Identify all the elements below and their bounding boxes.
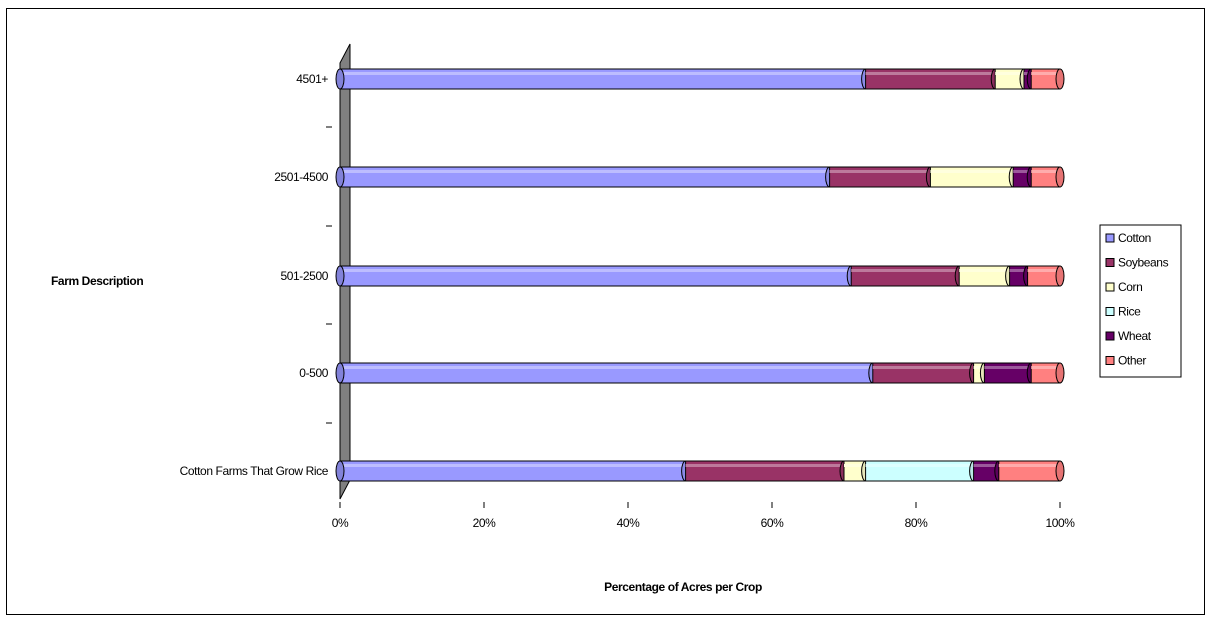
legend: Cotton Soybeans Corn Rice Wheat Other xyxy=(1099,224,1182,378)
x-tick-label: 40% xyxy=(617,516,641,530)
category-label: 4501+ xyxy=(296,72,328,86)
x-tick-labels: 0% 20% 40% 60% 80% 100% xyxy=(332,502,1076,530)
bar-cap-4 xyxy=(335,68,345,90)
category-label: 0-500 xyxy=(299,366,328,380)
legend-label-rice: Rice xyxy=(1118,305,1141,319)
category-labels: Cotton Farms That Grow Rice 0-500 501-2500… xyxy=(180,72,329,478)
legend-swatch-cotton xyxy=(1105,233,1115,243)
bar-segment-other-2 xyxy=(1027,265,1065,287)
bar-segment-other-0 xyxy=(998,460,1065,482)
x-tick-label: 80% xyxy=(905,516,929,530)
x-tick-label: 20% xyxy=(473,516,497,530)
category-label: Cotton Farms That Grow Rice xyxy=(180,464,329,478)
legend-swatch-rice xyxy=(1105,307,1115,316)
legend-swatch-corn xyxy=(1105,282,1115,292)
bar-segment-cotton-1 xyxy=(339,362,878,384)
bar-segment-soybeans-3 xyxy=(829,166,935,188)
bar-segment-corn-4 xyxy=(994,68,1029,90)
bar-cap-0 xyxy=(335,460,345,482)
bar-cap-3 xyxy=(335,166,345,188)
bar-segment-other-3 xyxy=(1030,166,1065,188)
bar-segment-soybeans-0 xyxy=(685,460,849,482)
category-label: 501-2500 xyxy=(280,269,328,283)
x-tick-label: 0% xyxy=(332,516,349,530)
legend-swatch-soybeans xyxy=(1105,258,1115,267)
legend-label-soybeans: Soybeans xyxy=(1118,256,1169,270)
bar-segment-other-4 xyxy=(1030,68,1065,90)
legend-swatch-wheat xyxy=(1105,331,1115,341)
legend-box xyxy=(1099,224,1182,378)
bar-cap-2 xyxy=(335,265,345,287)
bar-segment-cotton-0 xyxy=(339,460,691,482)
bar-segment-corn-3 xyxy=(929,166,1018,188)
bar-segment-cotton-3 xyxy=(339,166,835,188)
x-tick-label: 100% xyxy=(1045,516,1075,530)
bar-segment-cotton-2 xyxy=(339,265,856,287)
bar-segment-soybeans-4 xyxy=(865,68,1000,90)
bar-group xyxy=(335,68,1065,482)
legend-label-wheat: Wheat xyxy=(1118,329,1152,343)
legend-swatch-other xyxy=(1105,356,1115,365)
legend-label-other: Other xyxy=(1118,354,1146,368)
legend-label-corn: Corn xyxy=(1118,280,1142,294)
bar-segment-wheat-1 xyxy=(983,362,1036,384)
chart-frame xyxy=(6,8,1205,615)
legend-label-cotton: Cotton xyxy=(1118,231,1151,245)
y-axis-title: Farm Description xyxy=(51,274,143,288)
x-axis-title: Percentage of Acres per Crop xyxy=(604,580,762,594)
bar-segment-other-1 xyxy=(1030,362,1065,384)
bar-segment-corn-2 xyxy=(958,265,1015,287)
bar-segment-cotton-4 xyxy=(339,68,871,90)
bar-segment-rice-0 xyxy=(865,460,979,482)
bar-segment-soybeans-2 xyxy=(850,265,964,287)
x-tick-label: 60% xyxy=(761,516,785,530)
category-label: 2501-4500 xyxy=(274,170,329,184)
bar-cap-1 xyxy=(335,362,345,384)
bar-segment-soybeans-1 xyxy=(872,362,979,384)
